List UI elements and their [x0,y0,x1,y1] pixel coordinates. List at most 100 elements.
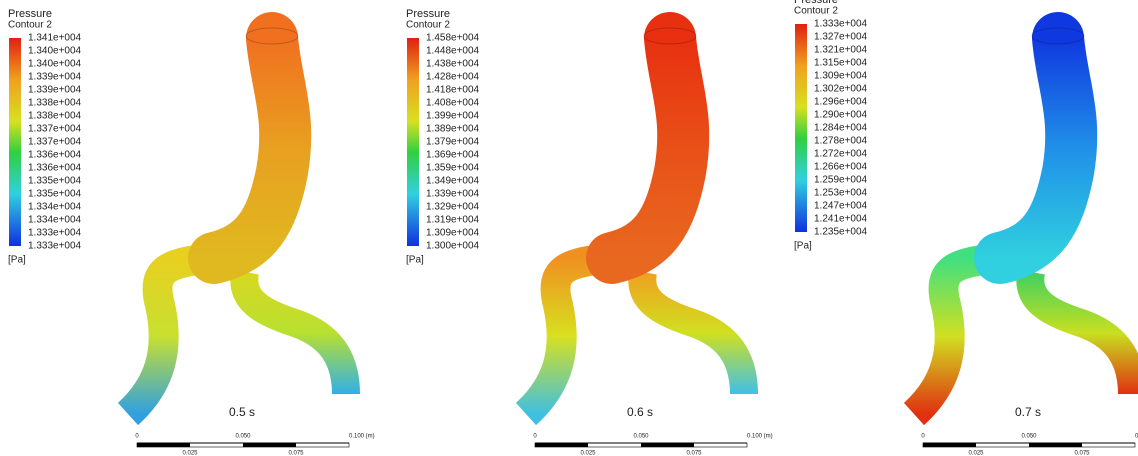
scale-label: 0.075 [686,451,702,456]
level-label: 1.408e+004 [426,98,480,109]
scale-segment [923,443,976,447]
figure: PressureContour 21.341e+0041.340e+0041.3… [0,0,1138,456]
level-label: 1.335e+004 [28,176,82,187]
time-label: 0.7 s [1015,405,1041,419]
scale-label: 0.050 [633,434,649,440]
level-label: 1.458e+004 [426,33,480,44]
level-label: 1.247e+004 [814,201,868,212]
level-label: 1.284e+004 [814,123,868,134]
level-label: 1.418e+004 [426,85,480,96]
unit-label: [Pa] [794,241,812,252]
vessel-left-leg [914,258,1001,414]
scale-label: 0.075 [1074,451,1090,456]
level-label: 1.235e+004 [814,227,868,238]
level-label: 1.337e+004 [28,124,82,135]
scale-segment [137,443,190,447]
level-label: 1.339e+004 [426,189,480,200]
level-label: 1.337e+004 [28,137,82,148]
level-label: 1.335e+004 [28,189,82,200]
level-label: 1.321e+004 [814,45,868,56]
vessel-right-leg [642,272,744,394]
level-label: 1.315e+004 [814,58,868,69]
vessel-right-leg [244,272,346,394]
level-label: 1.399e+004 [426,111,480,122]
level-label: 1.327e+004 [814,32,868,43]
level-label: 1.319e+004 [426,215,480,226]
scale-label: 0.050 [235,434,251,440]
level-label: 1.334e+004 [28,202,82,213]
level-label: 1.333e+004 [28,241,82,252]
level-label: 1.338e+004 [28,111,82,122]
level-label: 1.333e+004 [814,19,868,30]
legend-subtitle: Contour 2 [406,20,450,31]
level-label: 1.334e+004 [28,215,82,226]
scale-label: 0.050 [1021,434,1037,440]
level-label: 1.428e+004 [426,72,480,83]
vessel-trunk [214,38,285,258]
scale-segment [535,443,588,447]
level-label: 1.339e+004 [28,85,82,96]
colorbar [9,38,21,246]
vessel-inlet [644,28,696,44]
time-label: 0.5 s [229,405,255,419]
level-label: 1.341e+004 [28,33,82,44]
scale-label: 0.025 [580,451,596,456]
level-label: 1.329e+004 [426,202,480,213]
level-label: 1.290e+004 [814,110,868,121]
level-label: 1.349e+004 [426,176,480,187]
level-label: 1.389e+004 [426,124,480,135]
scale-label: 0 [533,434,537,440]
vessel-inlet [1032,28,1084,44]
level-label: 1.338e+004 [28,98,82,109]
level-label: 1.300e+004 [426,241,480,252]
scale-segment [641,443,694,447]
level-label: 1.266e+004 [814,162,868,173]
level-label: 1.359e+004 [426,163,480,174]
level-label: 1.340e+004 [28,59,82,70]
level-label: 1.253e+004 [814,188,868,199]
level-label: 1.302e+004 [814,84,868,95]
colorbar [795,24,807,232]
level-label: 1.333e+004 [28,228,82,239]
level-label: 1.259e+004 [814,175,868,186]
level-label: 1.309e+004 [814,71,868,82]
vessel-left-leg [526,258,613,414]
level-label: 1.336e+004 [28,150,82,161]
scale-segment [243,443,296,447]
vessel-right-leg [1030,272,1132,394]
level-label: 1.309e+004 [426,228,480,239]
unit-label: [Pa] [8,255,26,266]
legend-title: Pressure [8,8,52,20]
level-label: 1.241e+004 [814,214,868,225]
colorbar [407,38,419,246]
scale-label: 0.025 [968,451,984,456]
level-label: 1.438e+004 [426,59,480,70]
scale-label: 0.100 (m) [747,434,773,440]
scale-label: 0.025 [182,451,198,456]
scale-label: 0 [921,434,925,440]
unit-label: [Pa] [406,255,424,266]
level-label: 1.336e+004 [28,163,82,174]
scale-segment [1029,443,1082,447]
level-label: 1.340e+004 [28,46,82,57]
level-label: 1.448e+004 [426,46,480,57]
legend-subtitle: Contour 2 [794,6,838,17]
scale-label: 0.100 (m) [349,434,375,440]
scale-label: 0.075 [288,451,304,456]
level-label: 1.369e+004 [426,150,480,161]
level-label: 1.296e+004 [814,97,868,108]
scale-label: 0 [135,434,139,440]
legend-subtitle: Contour 2 [8,20,52,31]
vessel-inlet [246,28,298,44]
time-label: 0.6 s [627,405,653,419]
level-label: 1.278e+004 [814,136,868,147]
vessel-left-leg [128,258,215,414]
vessel-trunk [1000,38,1071,258]
level-label: 1.339e+004 [28,72,82,83]
level-label: 1.272e+004 [814,149,868,160]
vessel-trunk [612,38,683,258]
legend-title: Pressure [406,8,450,20]
